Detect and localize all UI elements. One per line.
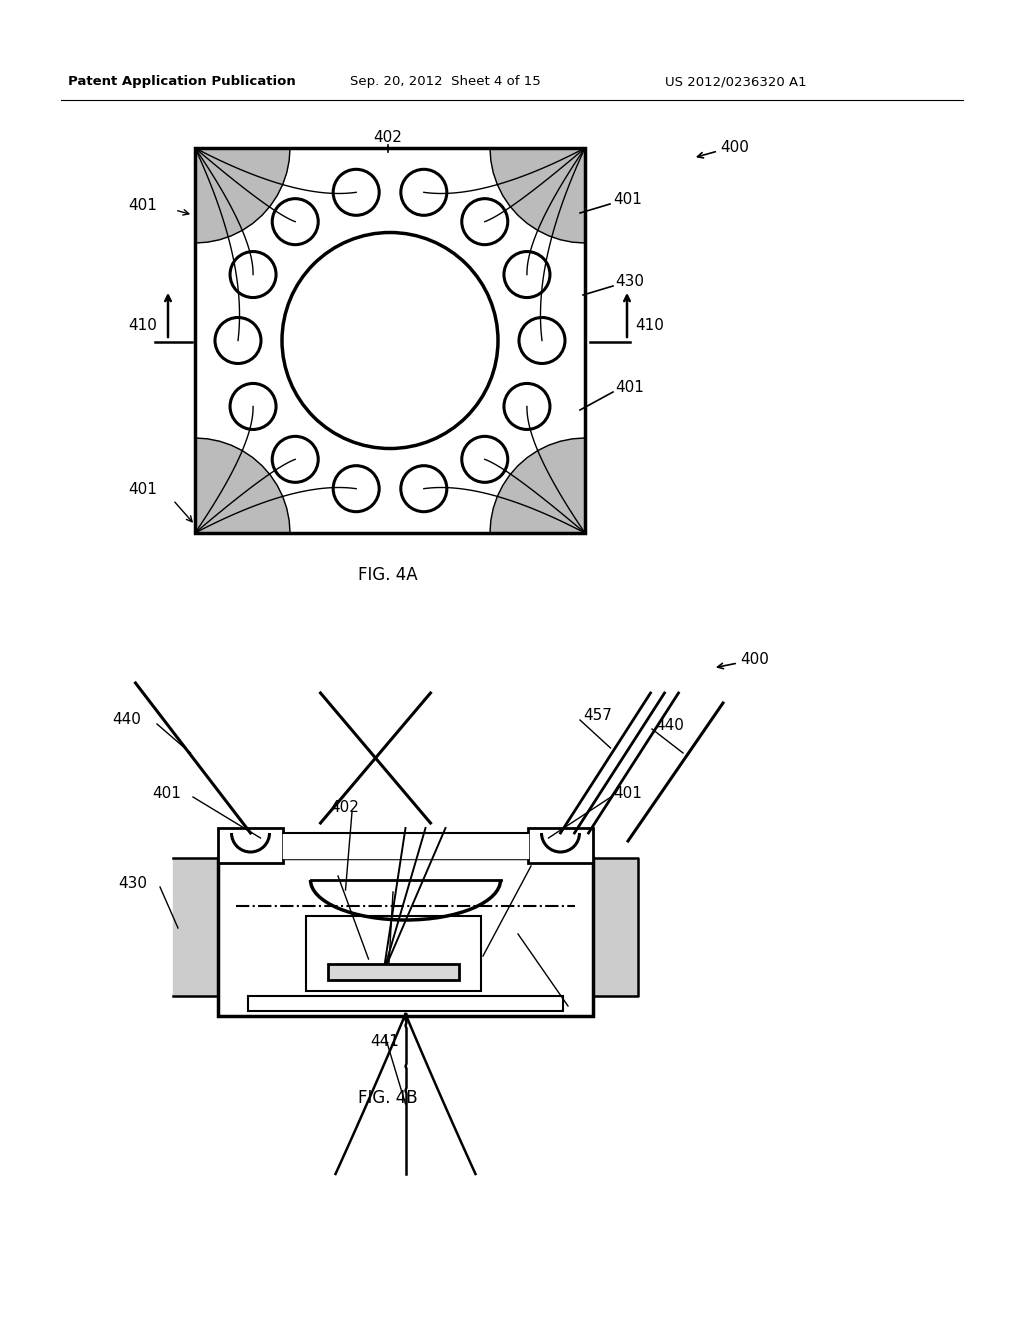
Text: 401: 401 [613,193,642,207]
Text: 401: 401 [613,785,642,800]
Text: 402: 402 [330,800,358,816]
Polygon shape [195,148,290,243]
Text: 410: 410 [128,318,157,333]
Polygon shape [283,833,528,858]
Circle shape [230,383,276,429]
Circle shape [462,199,508,244]
Circle shape [400,466,446,512]
Text: FIG. 4A: FIG. 4A [358,566,418,583]
Text: Patent Application Publication: Patent Application Publication [68,75,296,88]
Circle shape [272,437,318,482]
Circle shape [504,383,550,429]
Circle shape [462,437,508,482]
Text: 441: 441 [371,1035,399,1049]
Bar [195,148,585,533]
Circle shape [282,232,498,449]
Text: 457: 457 [583,708,612,722]
Text: 400: 400 [720,140,749,156]
Polygon shape [490,148,585,243]
Text: 440: 440 [112,713,141,727]
Text: 410: 410 [635,318,664,333]
Text: Sep. 20, 2012  Sheet 4 of 15: Sep. 20, 2012 Sheet 4 of 15 [350,75,541,88]
Circle shape [215,318,261,363]
Polygon shape [593,858,638,997]
Circle shape [272,199,318,244]
Text: US 2012/0236320 A1: US 2012/0236320 A1 [665,75,807,88]
Circle shape [333,466,379,512]
Bar [248,997,563,1011]
Polygon shape [173,858,218,997]
Text: 403: 403 [534,854,562,870]
Text: 400: 400 [740,652,769,668]
Text: 401: 401 [128,198,157,213]
Circle shape [504,252,550,297]
Text: 401: 401 [128,483,157,498]
Text: 440: 440 [655,718,684,733]
Text: 452: 452 [318,865,347,879]
Text: 451: 451 [375,880,403,895]
Bar [218,858,593,1016]
Bar [528,828,593,863]
Circle shape [400,169,446,215]
Bar [218,828,283,863]
Polygon shape [490,438,585,533]
Circle shape [333,169,379,215]
Polygon shape [195,438,290,533]
Text: 430: 430 [615,275,644,289]
Circle shape [519,318,565,363]
Text: 404: 404 [520,923,549,937]
Text: 430: 430 [118,875,147,891]
Text: 401: 401 [615,380,644,396]
Text: FIG. 4B: FIG. 4B [358,1089,418,1107]
Text: 402: 402 [374,131,402,145]
Circle shape [230,252,276,297]
Text: f: f [259,932,264,946]
Text: 401: 401 [152,785,181,800]
Bar [328,964,459,979]
Bar [306,916,481,991]
